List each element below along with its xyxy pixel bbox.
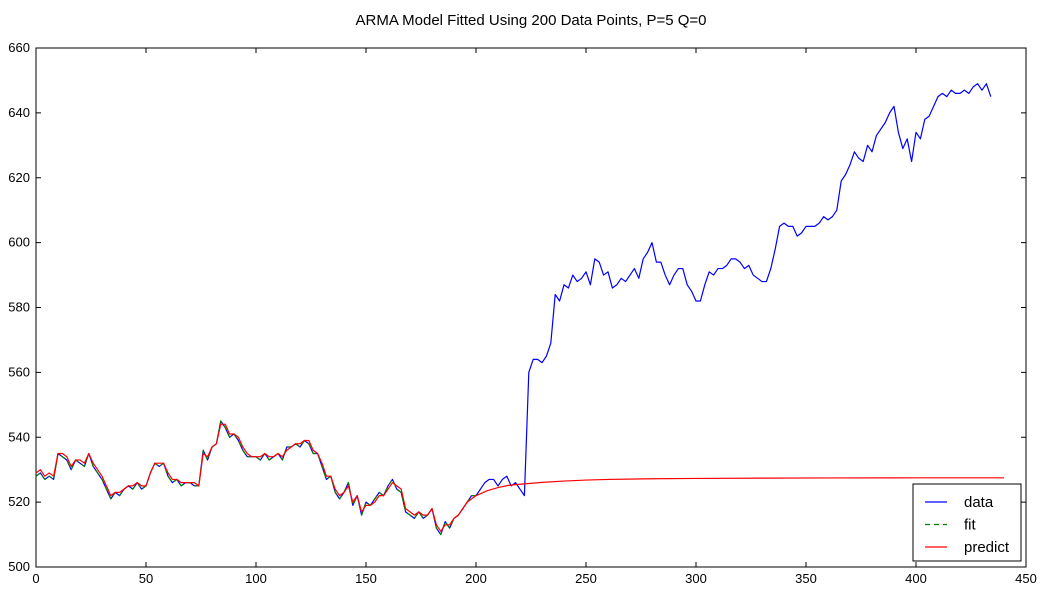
- legend: data fit predict: [912, 483, 1022, 562]
- plot-frame: [35, 47, 1027, 568]
- y-tick-label: 640: [8, 105, 30, 120]
- legend-label-predict: predict: [964, 539, 1010, 556]
- chart-title: ARMA Model Fitted Using 200 Data Points,…: [355, 12, 706, 29]
- y-tick-label: 660: [8, 40, 30, 55]
- legend-label-fit: fit: [964, 517, 977, 534]
- x-axis: 0 50 100 150 200 250 300 350 400 450: [32, 48, 1037, 586]
- x-tick-label: 200: [465, 571, 487, 586]
- y-tick-label: 580: [8, 300, 30, 315]
- y-axis: 500 520 540 560 580 600 620 640 660: [8, 40, 1026, 574]
- y-tick-label: 520: [8, 494, 30, 509]
- y-tick-label: 600: [8, 235, 30, 250]
- series-line-predict: [35, 423, 1004, 532]
- plot-area: [35, 83, 1004, 536]
- y-tick-label: 620: [8, 170, 30, 185]
- x-tick-label: 400: [905, 571, 927, 586]
- series-line-fit: [35, 420, 476, 536]
- x-tick-label: 50: [139, 571, 153, 586]
- y-tick-label: 540: [8, 429, 30, 444]
- x-tick-label: 250: [575, 571, 597, 586]
- x-tick-label: 100: [245, 571, 267, 586]
- y-tick-label: 560: [8, 364, 30, 379]
- x-tick-label: 350: [795, 571, 817, 586]
- legend-box: [912, 483, 1022, 562]
- series-line-data: [35, 83, 992, 536]
- x-tick-label: 150: [355, 571, 377, 586]
- y-tick-label: 500: [8, 559, 30, 574]
- x-tick-label: 450: [1015, 571, 1037, 586]
- legend-label-data: data: [964, 494, 994, 511]
- x-tick-label: 300: [685, 571, 707, 586]
- x-tick-label: 0: [32, 571, 39, 586]
